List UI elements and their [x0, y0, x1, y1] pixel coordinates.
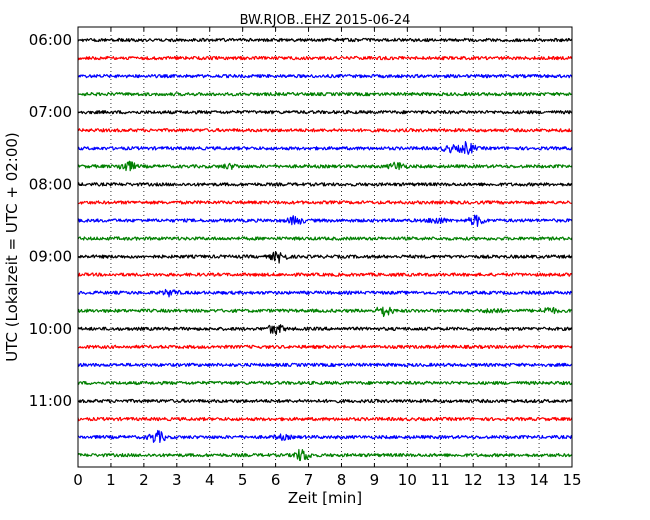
- y-axis-label: UTC (Lokalzeit = UTC + 02:00): [3, 132, 21, 362]
- trace-0600: [77, 37, 573, 43]
- x-tick-label: 9: [370, 471, 380, 489]
- trace-0845: [77, 236, 573, 241]
- trace-1030: [77, 362, 573, 368]
- y-tick-label: 07:00: [29, 103, 72, 121]
- y-tick-label: 06:00: [29, 31, 72, 49]
- x-tick-label: 10: [398, 471, 417, 489]
- y-tick-label: 08:00: [29, 175, 72, 193]
- x-tick-label: 6: [271, 471, 281, 489]
- x-tick-label: 0: [73, 471, 83, 489]
- trace-1100: [77, 398, 573, 404]
- trace-0930: [77, 288, 573, 298]
- trace-1115: [77, 416, 573, 422]
- trace-0900: [77, 250, 573, 264]
- trace-0815: [77, 200, 573, 205]
- trace-0715: [77, 128, 573, 133]
- x-tick-label: 12: [464, 471, 483, 489]
- trace-0915: [77, 272, 573, 277]
- trace-group: [77, 37, 573, 462]
- trace-0645: [77, 91, 573, 97]
- trace-0630: [77, 73, 573, 79]
- x-axis-label: Zeit [min]: [288, 489, 362, 507]
- x-tick-label: 4: [205, 471, 215, 489]
- trace-0745: [77, 160, 573, 172]
- y-tick-label: 11:00: [29, 392, 72, 410]
- trace-0730: [77, 141, 573, 155]
- y-tick-label: 10:00: [29, 320, 72, 338]
- y-tick-label: 09:00: [29, 248, 72, 266]
- x-tick-label: 8: [337, 471, 347, 489]
- x-tick-label: 1: [106, 471, 116, 489]
- x-tick-label: 2: [139, 471, 149, 489]
- x-tick-label: 13: [497, 471, 516, 489]
- x-tick-label: 11: [431, 471, 450, 489]
- trace-1130: [77, 429, 573, 444]
- trace-0800: [77, 182, 573, 187]
- plot-frame: [77, 26, 573, 468]
- trace-1000: [77, 324, 573, 335]
- x-tick-label: 15: [562, 471, 581, 489]
- x-axis-ticks: 0 1 2 3 4 5 6 7 8 9 10 11 12 13 14 15: [73, 27, 582, 489]
- trace-1145: [77, 448, 573, 462]
- chart-title: BW.RJOB..EHZ 2015-06-24: [240, 13, 411, 28]
- trace-0615: [77, 55, 573, 61]
- trace-0830: [77, 214, 573, 227]
- trace-0700: [77, 110, 573, 115]
- x-tick-label: 5: [238, 471, 248, 489]
- trace-0945: [77, 306, 573, 318]
- x-tick-label: 3: [172, 471, 182, 489]
- trace-1015: [77, 344, 573, 350]
- y-axis-ticks: 06:00 07:00 08:00 09:00 10:00 11:00: [29, 31, 572, 410]
- x-tick-label: 14: [530, 471, 549, 489]
- x-tick-label: 7: [304, 471, 314, 489]
- vertical-grid: [110, 27, 540, 467]
- trace-1045: [77, 380, 573, 386]
